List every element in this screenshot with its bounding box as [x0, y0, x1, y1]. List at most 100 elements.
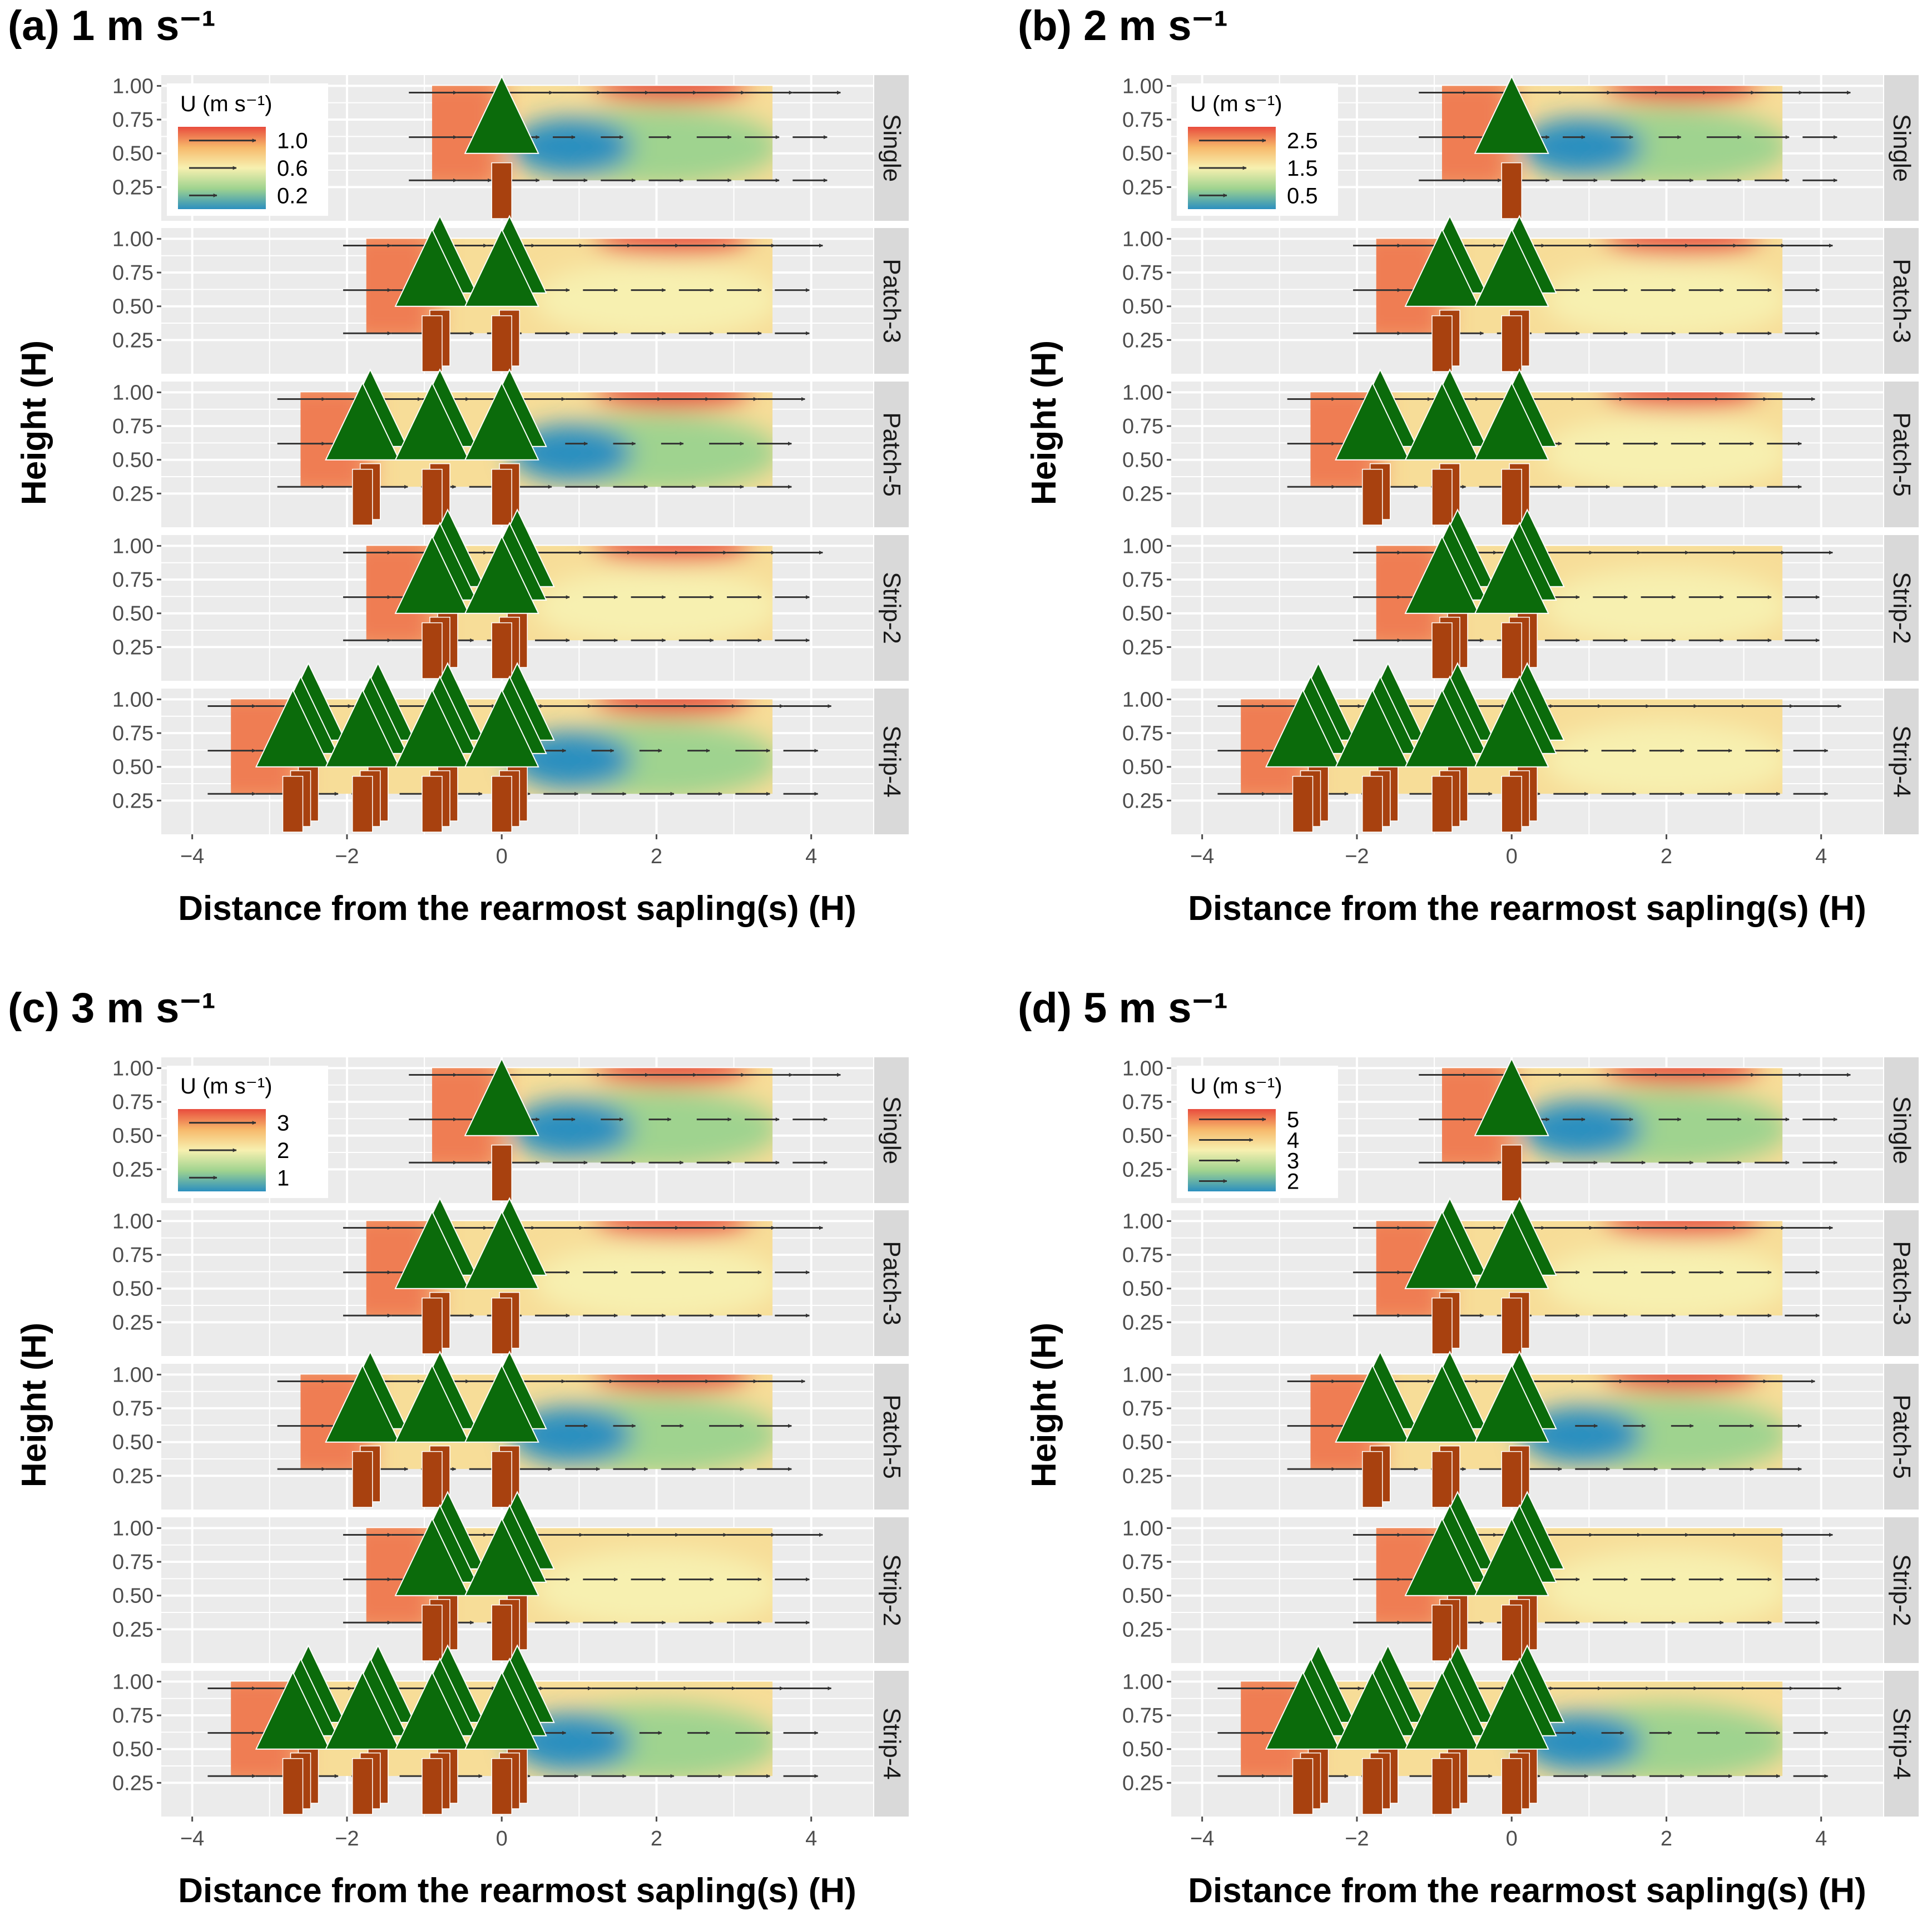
- sapling: [1404, 508, 1495, 679]
- sapling: [325, 1350, 408, 1508]
- sapling-crown: [1404, 382, 1480, 461]
- sapling: [394, 662, 486, 833]
- wake-low-speed: [1520, 1100, 1643, 1158]
- sapling: [394, 215, 478, 372]
- wake-region: [1542, 721, 1783, 794]
- y-tick-label: 0.75: [1122, 722, 1163, 745]
- sapling-crown: [464, 1671, 539, 1750]
- sapling-crown: [1474, 75, 1549, 154]
- facet-label: Strip-2: [878, 1554, 905, 1626]
- x-tick-label: 4: [1815, 1827, 1827, 1850]
- x-axis-title: Distance from the rearmost sapling(s) (H…: [1188, 1872, 1866, 1910]
- sapling-trunk: [282, 1758, 304, 1815]
- facet-label: Patch-5: [878, 412, 905, 497]
- sapling-crown: [1404, 1210, 1480, 1289]
- y-tick-label: 0.75: [1122, 1704, 1163, 1728]
- facet-strip: [1884, 1671, 1919, 1817]
- legend-label: 0.6: [277, 156, 308, 181]
- panel-title: (c) 3 m s⁻¹: [8, 984, 216, 1032]
- sapling: [255, 1644, 346, 1815]
- sapling-crown: [1474, 1210, 1549, 1289]
- sapling-trunk: [1501, 1144, 1522, 1201]
- sapling: [464, 1491, 555, 1661]
- y-tick-label: 1.00: [112, 227, 153, 251]
- y-tick-label: 1.00: [1122, 75, 1163, 98]
- y-tick-label: 0.50: [112, 602, 153, 626]
- y-tick-label: 0.25: [112, 636, 153, 659]
- y-tick-label: 0.75: [112, 1704, 153, 1728]
- y-tick-label: 0.50: [1122, 142, 1163, 166]
- sapling-trunk: [491, 1604, 512, 1661]
- legend: U (m s⁻¹)2.51.5 0.5: [1177, 83, 1338, 216]
- canopy-top-high-speed: [1604, 86, 1760, 102]
- facet-patch-3: 0.25 0.50 0.75 1.00 Patch-3: [112, 1197, 909, 1356]
- sapling-crown: [1474, 228, 1549, 307]
- panel-d: (d) 5 m s⁻¹ Height (H) 0.25 0.50 0.75 1.00 Sin…: [1018, 984, 1919, 1910]
- sapling-trunk: [1501, 1451, 1522, 1508]
- wake-low-speed: [510, 117, 633, 176]
- facet-label: Single: [1888, 1096, 1915, 1164]
- sapling: [1335, 1350, 1418, 1508]
- y-tick-label: 0.75: [1122, 568, 1163, 592]
- x-axis-title: Distance from the rearmost sapling(s) (H…: [178, 889, 856, 928]
- sapling-trunk: [422, 1451, 443, 1508]
- sapling: [1335, 1644, 1426, 1815]
- sapling: [1335, 368, 1418, 526]
- y-tick-label: 0.50: [112, 756, 153, 779]
- facet-label: Single: [878, 1096, 905, 1164]
- sapling: [394, 1644, 486, 1815]
- sapling-trunk: [491, 1758, 512, 1815]
- facet-label: Single: [878, 114, 905, 182]
- y-tick-label: 0.50: [112, 1738, 153, 1761]
- y-tick-label: 1.00: [112, 1670, 153, 1694]
- facet-label: Patch-5: [1888, 1394, 1915, 1479]
- facet-patch-3: 0.25 0.50 0.75 1.00 Patch-3: [112, 215, 909, 374]
- y-tick-label: 0.50: [112, 1431, 153, 1454]
- y-tick-label: 1.00: [1122, 1363, 1163, 1387]
- y-tick-label: 0.25: [1122, 1771, 1163, 1795]
- sapling-crown: [1404, 228, 1480, 307]
- sapling: [1474, 215, 1557, 372]
- sapling-trunk: [1431, 775, 1453, 833]
- sapling-trunk: [422, 315, 443, 372]
- legend-label: 3: [277, 1111, 289, 1136]
- sapling-crown: [1404, 1364, 1480, 1443]
- velocity-field: [1441, 86, 1783, 181]
- sapling-trunk: [491, 1144, 512, 1201]
- sapling-trunk: [1431, 1451, 1453, 1508]
- sapling-trunk: [1501, 315, 1522, 372]
- facet-patch-5: 0.25 0.50 0.75 1.00 Patch-5: [112, 368, 909, 527]
- facet-strip: [874, 535, 909, 681]
- x-tick-label: −4: [1190, 1827, 1214, 1850]
- canopy-top-high-speed: [594, 699, 750, 715]
- sapling-trunk: [351, 1451, 373, 1508]
- sapling-trunk: [1361, 1758, 1383, 1815]
- sapling-crown: [1404, 535, 1480, 614]
- sapling-crown: [394, 382, 470, 461]
- y-tick-label: 0.50: [112, 142, 153, 166]
- legend-label: 1.5: [1287, 156, 1318, 181]
- facet-strip: [874, 1210, 909, 1356]
- sapling-crown: [1474, 1671, 1549, 1750]
- y-tick-label: 0.75: [112, 1551, 153, 1574]
- sapling: [1404, 1350, 1488, 1508]
- y-tick-label: 0.75: [1122, 1091, 1163, 1114]
- y-tick-label: 0.75: [112, 1091, 153, 1114]
- y-tick-label: 0.25: [112, 1311, 153, 1334]
- y-tick-label: 1.00: [1122, 1670, 1163, 1694]
- y-tick-label: 0.50: [1122, 1585, 1163, 1608]
- y-tick-label: 0.25: [1122, 789, 1163, 813]
- legend-label: 2.5: [1287, 129, 1318, 154]
- sapling-crown: [1404, 1517, 1480, 1596]
- y-tick-label: 1.00: [112, 1363, 153, 1387]
- sapling: [1474, 662, 1565, 833]
- x-tick-label: −2: [1345, 845, 1369, 868]
- sapling-crown: [394, 228, 470, 307]
- facet-strip-2: 0.25 0.50 0.75 1.00 Strip-2: [112, 508, 909, 681]
- sapling-crown: [394, 689, 470, 768]
- legend: U (m s⁻¹)1.00.6 0.2: [167, 83, 328, 216]
- legend-title: U (m s⁻¹): [1190, 1074, 1282, 1098]
- legend-label: 5: [1287, 1108, 1299, 1132]
- velocity-field: [432, 86, 773, 181]
- sapling: [1474, 1491, 1565, 1661]
